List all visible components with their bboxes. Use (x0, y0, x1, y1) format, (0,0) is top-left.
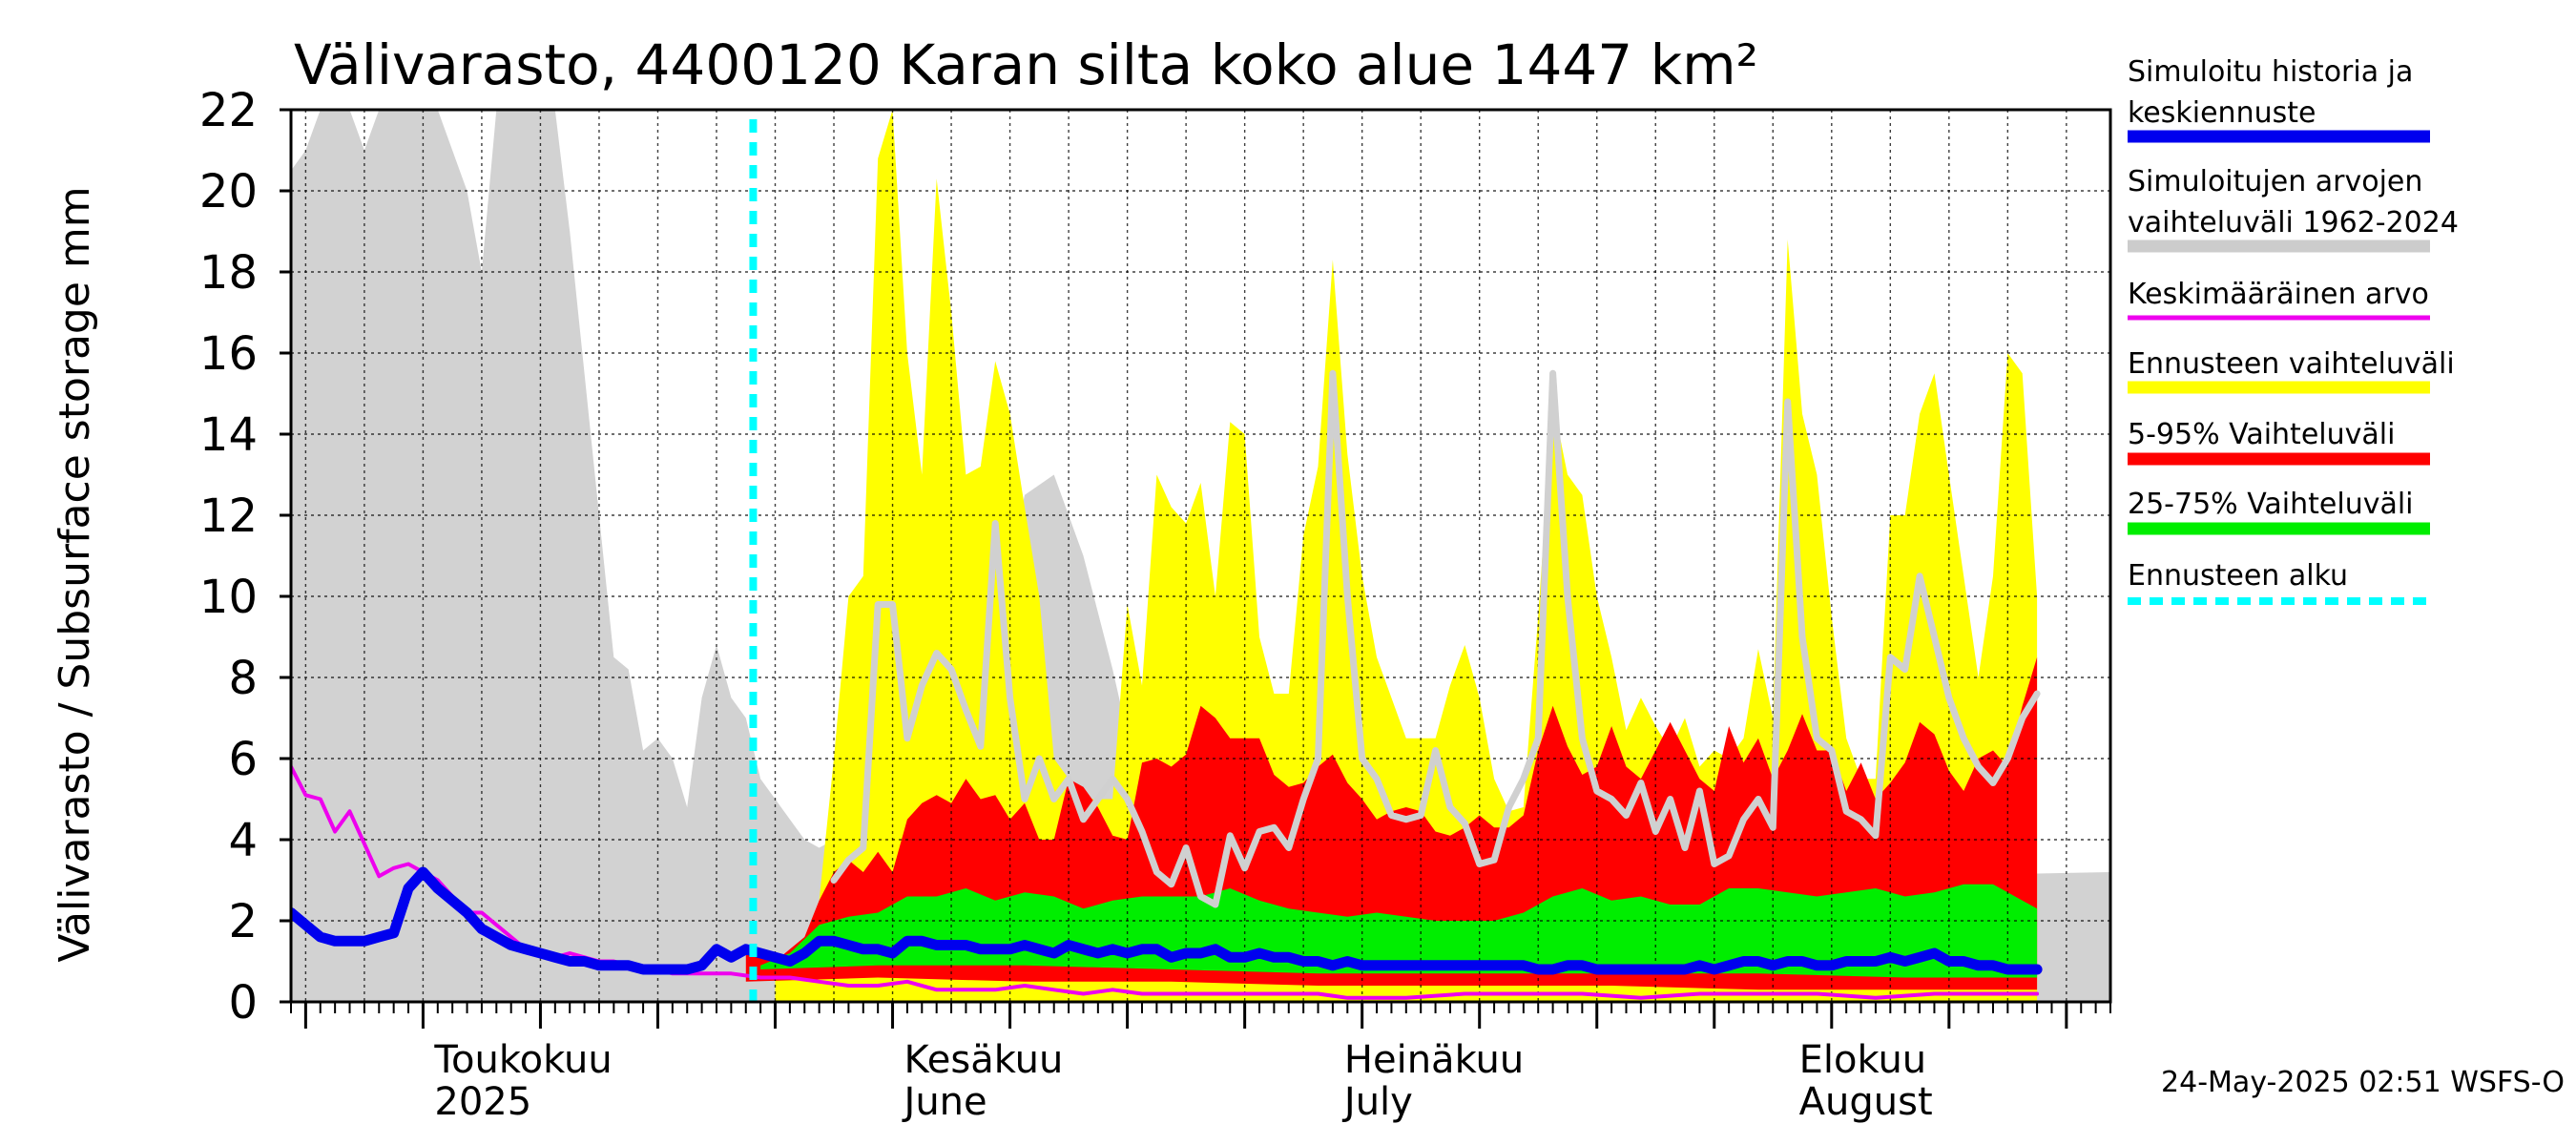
y-axis: 0 2 4 6 8 10 12 14 16 18 20 22 (199, 84, 291, 1030)
month-label-en: July (1341, 1080, 1413, 1124)
y-tick-label: 10 (199, 571, 258, 624)
legend-label: keskiennuste (2128, 96, 2316, 130)
legend-label: Keskimääräinen arvo (2128, 278, 2429, 311)
legend-label: Simuloitujen arvojen (2128, 165, 2422, 198)
y-tick-label: 14 (199, 408, 258, 462)
simulated-median-line (291, 866, 2043, 975)
month-label-fi: Heinäkuu (1344, 1038, 1524, 1082)
y-tick-label: 2 (228, 895, 258, 948)
footer-timestamp: 24-May-2025 02:51 WSFS-O (2161, 1066, 2565, 1099)
forecast-25-75-area (760, 884, 2038, 978)
mean-value-line (291, 764, 2040, 1000)
month-label-fi: Kesäkuu (904, 1038, 1064, 1082)
month-label-en: June (902, 1080, 987, 1124)
y-tick-label: 20 (199, 165, 258, 219)
legend-label: vaihteluväli 1962-2024 (2128, 206, 2459, 239)
month-label-fi: Toukokuu (433, 1038, 612, 1082)
historical-median-line (830, 369, 2041, 908)
plot-layers (291, 110, 2110, 1002)
legend-label: 5-95% Vaihteluväli (2128, 418, 2395, 451)
plot-area (289, 108, 2112, 1004)
month-label-en: August (1799, 1080, 1933, 1124)
legend-label: Simuloitu historia ja (2128, 55, 2413, 89)
historical-range-area (291, 110, 2110, 1002)
legend-label: Ennusteen vaihteluväli (2128, 347, 2455, 381)
legend-label: Ennusteen alku (2128, 559, 2348, 593)
y-tick-label: 4 (228, 814, 258, 867)
y-tick-label: 12 (199, 489, 258, 543)
y-tick-label: 6 (228, 733, 258, 786)
y-tick-label: 22 (199, 84, 258, 137)
y-tick-label: 18 (199, 246, 258, 300)
chart-title: Välivarasto, 4400120 Karan silta koko al… (294, 32, 1758, 97)
y-tick-label: 16 (199, 327, 258, 381)
legend: Simuloitu historia ja keskiennuste Simuloi… (2128, 55, 2459, 605)
month-label-en: 2025 (434, 1080, 531, 1124)
y-tick-label: 0 (228, 976, 258, 1030)
y-axis-label: Välivarasto / Subsurface storage mm (51, 186, 99, 962)
y-tick-label: 8 (228, 652, 258, 705)
legend-label: 25-75% Vaihteluväli (2128, 488, 2414, 521)
month-label-fi: Elokuu (1799, 1038, 1927, 1082)
